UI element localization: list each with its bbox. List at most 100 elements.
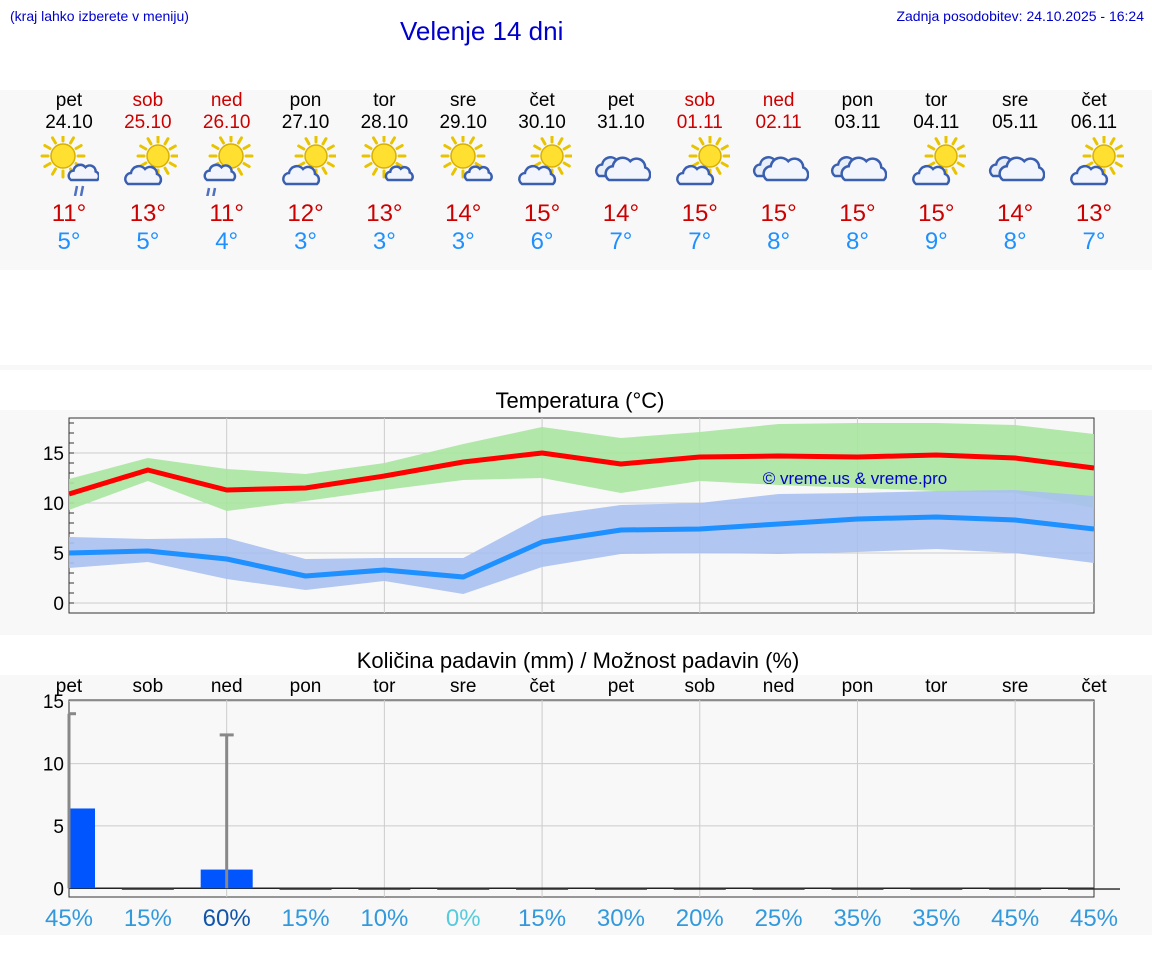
precip-bar	[831, 888, 884, 890]
sun-ray	[951, 166, 958, 175]
rain-drop	[211, 187, 216, 196]
sun-ray	[562, 144, 571, 151]
sun-ray	[690, 144, 700, 151]
precip-probability: 20%	[676, 905, 724, 932]
cloud-shape	[998, 156, 1046, 182]
min-temperature: 8°	[845, 228, 869, 255]
sun-ray	[211, 144, 220, 150]
weather-icon-slot	[423, 134, 503, 200]
weather-icon-slot	[108, 134, 188, 200]
min-temperature: 9°	[924, 228, 948, 255]
cloud-shape	[912, 164, 951, 186]
partly-cloudy-icon	[1070, 136, 1124, 186]
day-name: sob	[684, 90, 716, 111]
partly-cloudy-icon	[675, 136, 730, 186]
day-date: 29.10	[439, 112, 487, 133]
x-category-label: čet	[529, 676, 555, 697]
min-temperature: 8°	[767, 228, 791, 255]
precip-probability: 10%	[360, 905, 408, 932]
sun-ray	[951, 137, 958, 146]
day-name: ned	[762, 90, 795, 111]
sun-ray	[242, 144, 251, 150]
max-temperature: 14°	[445, 200, 482, 227]
day-date: 25.10	[124, 112, 172, 133]
weather-icon-slot	[896, 134, 976, 200]
sun-ray	[236, 167, 243, 176]
max-temperature: 15°	[523, 200, 561, 227]
sun-ray	[720, 144, 729, 151]
temperature-chart: 0 5 10 15 © vreme.us & vreme.pro	[43, 417, 1095, 615]
x-category-label: sob	[684, 676, 715, 697]
y-tick-label: 0	[53, 879, 64, 900]
sun-ray	[720, 161, 729, 168]
precip-bar	[437, 888, 490, 890]
sun-disc	[1092, 144, 1116, 168]
sun-ray	[51, 136, 57, 145]
x-category-label: sob	[133, 676, 164, 697]
day-name: tor	[373, 90, 396, 111]
day-name: pon	[841, 90, 874, 111]
partly-cloudy-icon	[675, 136, 730, 186]
forecast-day: sob 01.11 15° 7°	[660, 90, 740, 256]
sun-ray	[557, 166, 564, 175]
max-temperature: 11°	[209, 200, 244, 227]
plot-area	[68, 699, 1095, 898]
sun-ray	[326, 144, 335, 151]
precip-probability: 60%	[203, 905, 251, 932]
sun-disc	[50, 143, 76, 169]
max-range-band	[69, 423, 1094, 511]
watermark: © vreme.us & vreme.pro	[763, 469, 947, 488]
sun-ray	[474, 144, 483, 150]
x-category-label: sre	[1002, 676, 1028, 697]
precip-bar	[121, 888, 174, 890]
precip-bar	[358, 888, 411, 890]
day-date: 24.10	[45, 112, 93, 133]
sun-ray	[139, 144, 148, 151]
day-name: čet	[529, 90, 555, 111]
sun-ray	[326, 161, 335, 168]
sun-small-cloud-icon	[361, 136, 415, 182]
x-category-label: tor	[925, 676, 948, 697]
max-temperature: 12°	[287, 200, 324, 227]
day-name: sre	[1001, 90, 1029, 111]
cloud-shape	[675, 164, 714, 186]
precip-probability: 45%	[991, 905, 1039, 932]
sun-disc	[303, 144, 328, 168]
sun-ray	[557, 137, 564, 146]
max-temperature: 14°	[996, 200, 1034, 227]
weather-icon-slot	[660, 134, 740, 200]
min-temperature: 7°	[688, 228, 712, 255]
cloud-shape	[67, 163, 99, 182]
weather-icon-slot	[975, 134, 1055, 200]
sun-ray	[443, 144, 452, 150]
forecast-day: pon 27.10 12° 3°	[266, 90, 346, 256]
sun-ray	[540, 137, 547, 146]
y-tick-label: 10	[43, 755, 64, 776]
precip-bar	[69, 808, 95, 889]
weather-icon-slot	[817, 134, 897, 200]
cloud-shape	[203, 163, 236, 182]
cloud-shape	[1070, 164, 1109, 186]
forecast-day: tor 04.11 15° 9°	[896, 90, 976, 256]
y-tick-label: 15	[43, 444, 64, 465]
cloud-shape	[604, 156, 651, 182]
cloudy-icon	[989, 156, 1046, 182]
weather-icon-slot	[266, 134, 346, 200]
sun-small-cloud-icon	[361, 136, 415, 182]
partly-cloudy-rain-icon	[40, 136, 99, 196]
weather-icon-slot	[502, 134, 582, 200]
sun-ray	[1114, 144, 1123, 151]
sun-ray	[321, 166, 328, 175]
forecast-day: sob 25.10 13° 5°	[108, 90, 188, 256]
sun-disc	[146, 144, 170, 168]
max-temperature: 15°	[681, 200, 718, 227]
cloud-shape	[123, 164, 162, 186]
sun-disc	[371, 143, 398, 169]
weather-icon-slot	[739, 134, 819, 200]
min-temperature: 3°	[451, 228, 475, 255]
weather-icon-slot	[344, 134, 424, 200]
forecast-day: ned 02.11 15° 8°	[739, 90, 819, 256]
partly-cloudy-icon	[281, 136, 336, 186]
temperature-chart-title: Temperatura (°C)	[495, 388, 665, 413]
sun-ray	[146, 137, 153, 146]
